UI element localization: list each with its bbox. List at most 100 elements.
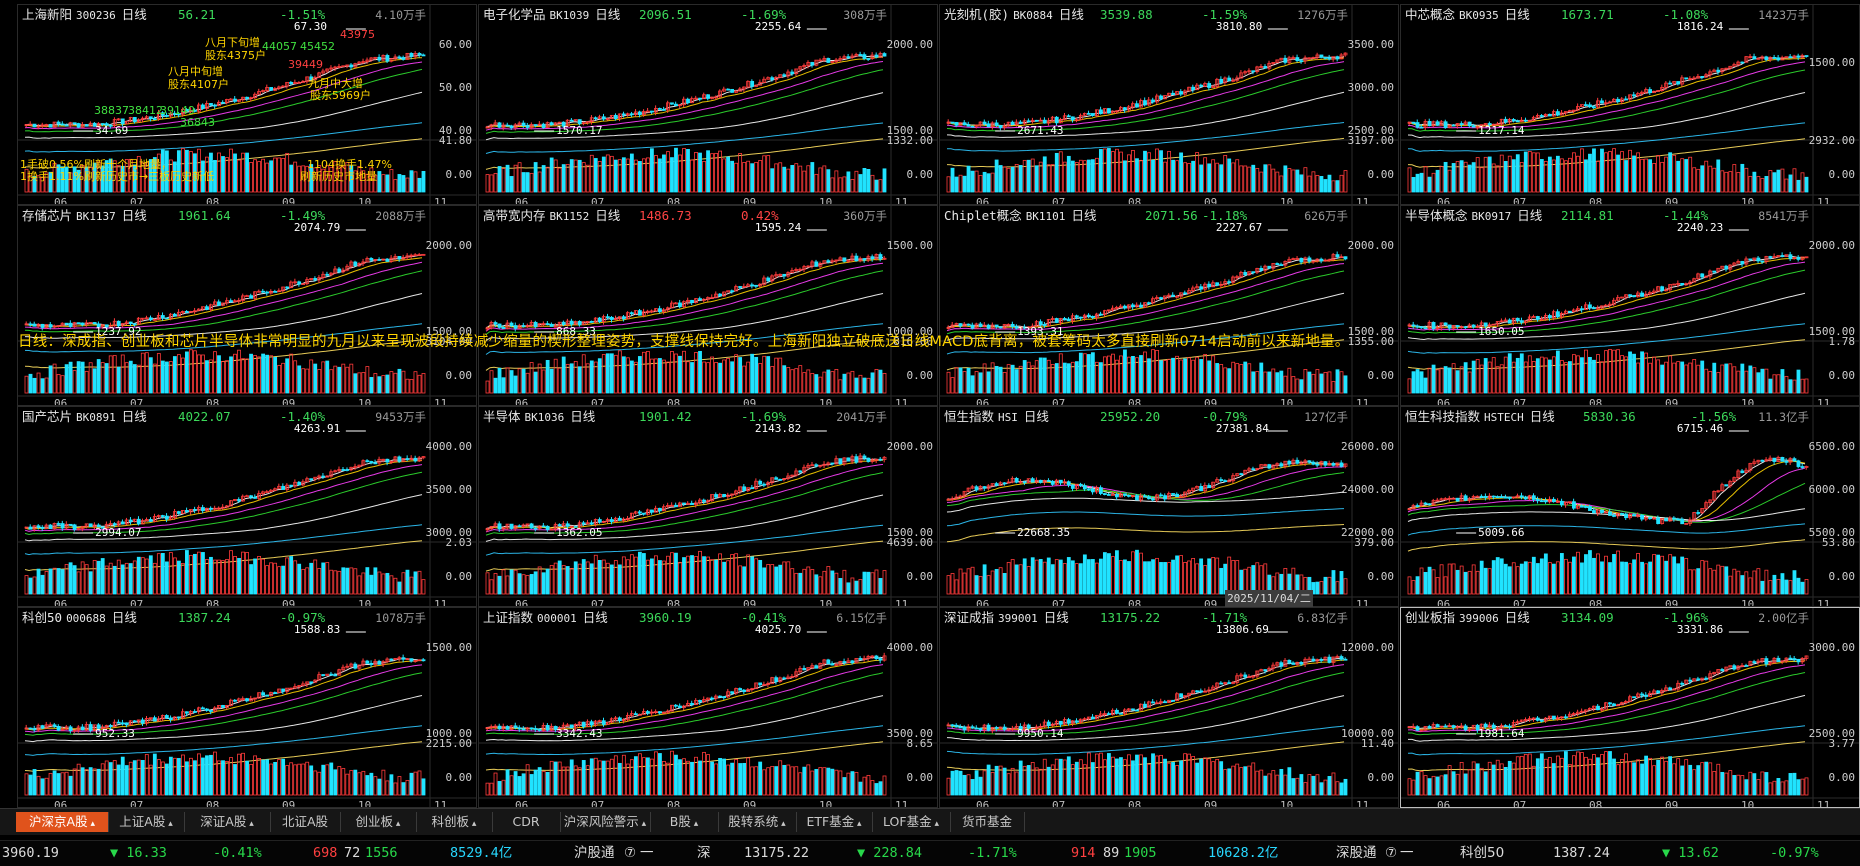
market-tab[interactable]: 创业板 ▴ <box>340 812 417 832</box>
volume-bar <box>518 163 521 192</box>
market-tab[interactable]: CDR <box>492 812 561 832</box>
candle <box>530 523 533 529</box>
x-axis-month: 09 <box>1665 196 1678 205</box>
volume-bar <box>1745 168 1748 192</box>
volume-bar <box>731 555 734 594</box>
market-tab[interactable]: 货币基金 <box>950 812 1025 832</box>
market-tab[interactable]: 沪深京A股 ▴ <box>16 812 109 832</box>
market-tab[interactable]: 沪深风险警示 ▴ <box>560 812 651 832</box>
candle <box>1588 302 1591 311</box>
candle <box>1019 479 1022 484</box>
volume-bar <box>1536 564 1539 594</box>
market-tab[interactable]: 深证A股 ▴ <box>184 812 271 832</box>
moving-average-line <box>486 495 883 541</box>
volume-bar <box>1641 764 1644 795</box>
candle <box>422 53 425 55</box>
volume-label: 6.15亿手 <box>836 610 887 626</box>
x-axis-month: 06 <box>976 598 989 607</box>
period-label: 日线 <box>595 208 620 223</box>
help-icon[interactable]: ⑦ <box>1385 841 1397 866</box>
volume-bar <box>1548 563 1551 594</box>
candle <box>1228 478 1231 482</box>
volume-bar <box>634 362 637 393</box>
sh-index-pct: -0.41% <box>213 841 262 866</box>
volume-bar <box>1264 372 1267 393</box>
volume-bar <box>1087 160 1090 192</box>
volume-bar <box>1412 780 1415 795</box>
volume-bar <box>394 180 397 192</box>
volume-bar <box>835 369 838 393</box>
candle <box>185 310 188 313</box>
volume-bar <box>574 160 577 192</box>
market-tab[interactable]: ETF基金 ▴ <box>796 812 873 832</box>
candle <box>823 461 826 468</box>
market-tab[interactable]: 科创板 ▴ <box>416 812 493 832</box>
volume-bar <box>101 764 104 795</box>
market-tab[interactable]: 上证A股 ▴ <box>108 812 185 832</box>
volume-bar <box>1777 375 1780 393</box>
market-tab[interactable]: LOF基金 ▴ <box>872 812 951 832</box>
candle <box>306 682 309 687</box>
volume-bar <box>1661 162 1664 192</box>
volume-bar <box>1472 565 1475 594</box>
volume-bar <box>1448 564 1451 594</box>
market-tab[interactable]: 北证A股 <box>270 812 341 832</box>
moving-average-line <box>1408 661 1805 730</box>
volume-bar <box>1452 364 1455 393</box>
volume-bar <box>221 157 224 192</box>
candle <box>682 97 685 108</box>
market-tab[interactable]: B股 ▴ <box>650 812 719 832</box>
candle <box>606 722 609 725</box>
security-code: BK1036 <box>525 411 565 424</box>
candle <box>506 725 509 730</box>
volume-bar <box>1047 165 1050 192</box>
volume-bar <box>1765 176 1768 192</box>
help-icon[interactable]: ⑦ <box>624 841 636 866</box>
volume-bar <box>622 755 625 795</box>
period-label: 日线 <box>1517 208 1542 223</box>
hgt-label[interactable]: 沪股通 <box>574 841 615 866</box>
market-tab[interactable]: 股转系统 ▴ <box>718 812 797 832</box>
candle <box>731 89 734 93</box>
volume-bar <box>1568 362 1571 393</box>
volume-bar <box>250 764 253 795</box>
volume-bar <box>1580 753 1583 795</box>
sgt-label[interactable]: 深股通 <box>1336 841 1377 866</box>
volume-axis-label: 0.00 <box>446 771 473 784</box>
volume-bar <box>526 765 529 795</box>
caret-up-icon: ▴ <box>246 819 253 829</box>
volume-bar <box>1143 758 1146 795</box>
candle <box>1777 55 1780 61</box>
volume-bar <box>1272 369 1275 393</box>
candle <box>398 256 401 262</box>
volume-bar <box>1027 362 1030 393</box>
volume-bar <box>598 359 601 393</box>
candle <box>743 689 746 694</box>
volume-bar <box>334 571 337 594</box>
volume-bar <box>1336 582 1339 594</box>
volume-bar <box>1697 365 1700 393</box>
period-label: 日线 <box>1071 208 1096 223</box>
volume-bar <box>763 356 766 393</box>
candle <box>1677 518 1680 520</box>
volume-bar <box>1617 155 1620 192</box>
volume-bar <box>1516 155 1519 192</box>
candle <box>262 289 265 293</box>
